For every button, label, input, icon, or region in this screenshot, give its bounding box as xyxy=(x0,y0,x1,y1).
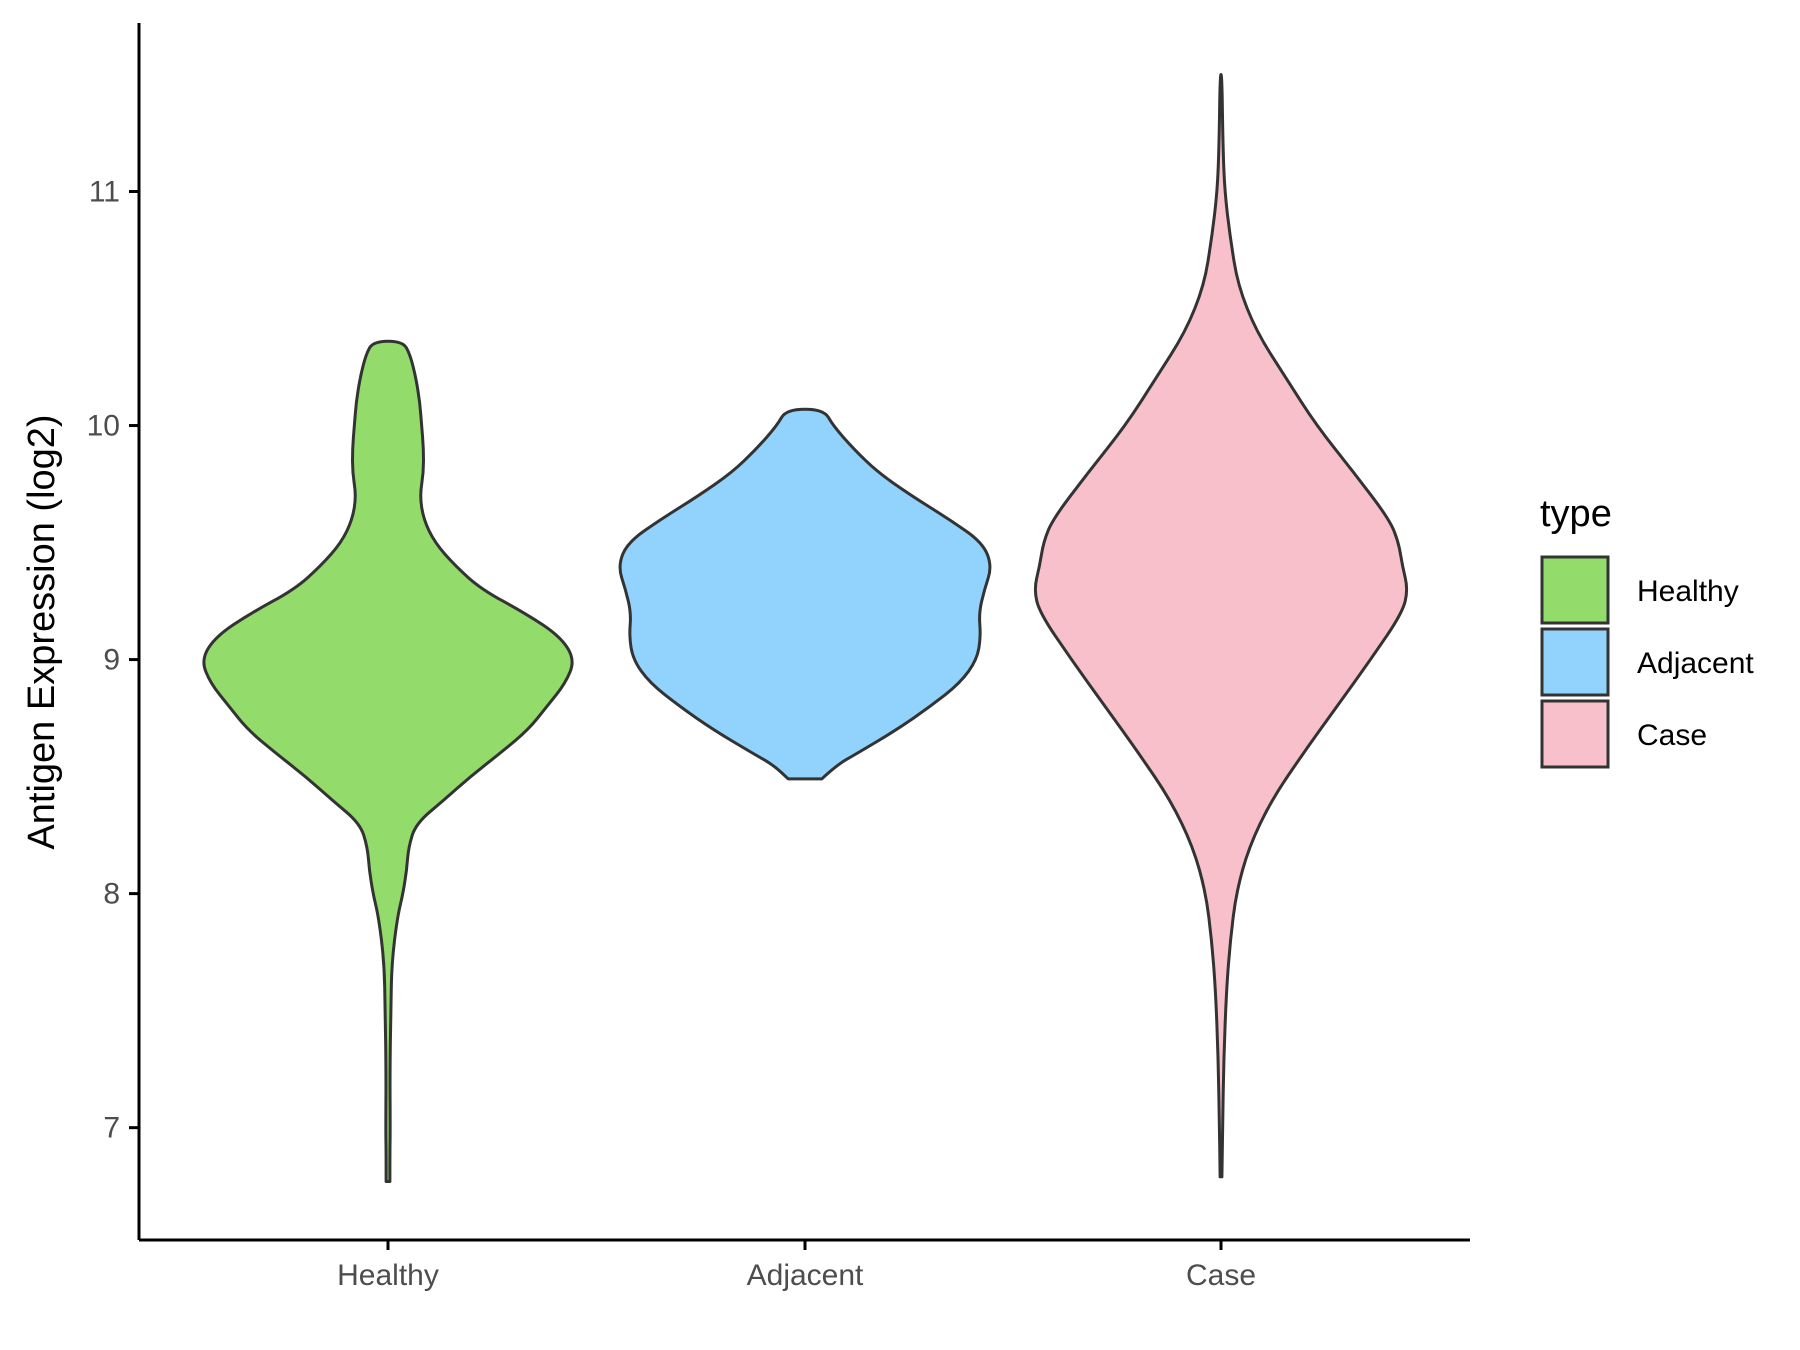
legend-swatch-healthy xyxy=(1540,555,1610,625)
x-tick-label: Case xyxy=(1186,1259,1256,1292)
legend-label-adjacent: Adjacent xyxy=(1637,647,1754,680)
y-tick-label: 9 xyxy=(103,644,120,677)
y-tick-label: 7 xyxy=(103,1112,120,1145)
y-tick-label: 11 xyxy=(89,176,120,209)
legend-label-case: Case xyxy=(1637,719,1707,752)
violin-healthy xyxy=(202,339,574,1183)
legend: type Healthy Adjacent Case xyxy=(1540,493,1754,769)
legend-swatch-case xyxy=(1540,699,1610,769)
x-tick-label: Healthy xyxy=(337,1259,439,1292)
y-tick-label: 10 xyxy=(87,410,120,443)
legend-title: type xyxy=(1540,493,1612,535)
y-axis-title: Antigen Expression (log2) xyxy=(21,414,63,849)
x-tick-label: Adjacent xyxy=(747,1259,864,1292)
violin-adjacent xyxy=(618,407,992,781)
y-axis-ticks: 7 8 9 10 11 xyxy=(87,176,139,1145)
violin-case xyxy=(1033,73,1409,1179)
legend-swatch-adjacent xyxy=(1540,627,1610,697)
y-tick-label: 8 xyxy=(103,878,120,911)
legend-label-healthy: Healthy xyxy=(1637,575,1739,608)
violin-layer xyxy=(202,73,1409,1183)
x-axis-ticks: Healthy Adjacent Case xyxy=(337,1240,1256,1292)
